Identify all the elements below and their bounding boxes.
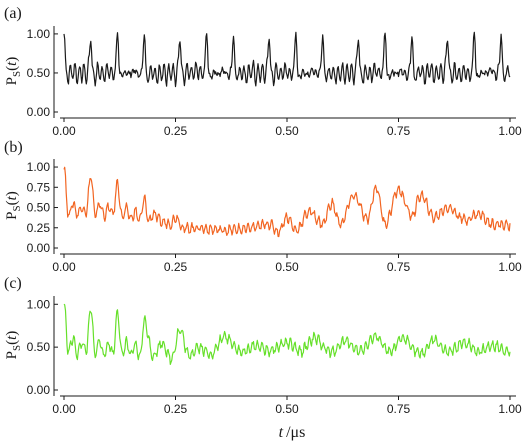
x-tick-label: 0.00 [52,402,76,416]
x-axis-label-unit: /μs [286,424,305,441]
y-axis-label-main: P [4,351,20,359]
x-tick-label: 0.50 [275,124,299,138]
panel-label: (c) [4,275,22,292]
y-tick-label: 0.50 [27,201,51,215]
y-tick-label: 0.00 [27,383,51,397]
x-tick-label: 0.00 [52,124,76,138]
y-axis-label-main: P [4,77,20,85]
series-line-0-0 [63,31,511,88]
x-tick-label: 0.75 [387,260,411,274]
y-tick-label: 1.00 [27,160,51,174]
y-tick-label: 0.50 [27,340,51,354]
x-tick-label: 0.50 [275,402,299,416]
x-axis-label: t/μs [279,424,306,441]
y-tick-label: 0.25 [27,221,51,235]
x-tick-label: 0.25 [164,124,188,138]
y-axis-label-close: ) [4,191,20,196]
series-line-1-0 [63,166,511,238]
y-axis-label-main: P [4,211,20,219]
y-axis-label-var: t [4,335,20,340]
y-tick-label: 0.00 [27,241,51,255]
y-tick-label: 1.00 [27,27,51,41]
series-line-2-0 [63,303,511,365]
x-tick-label: 0.50 [275,260,299,274]
y-axis-label: PS(t) [4,331,23,360]
y-axis-label-open: ( [4,200,20,205]
y-axis-label-close: ) [4,331,20,336]
y-axis-label-sub: S [11,205,23,211]
panel-label: (b) [4,139,23,156]
y-tick-label: 0.00 [27,105,51,119]
x-tick-label: 1.00 [498,124,522,138]
y-axis-label-var: t [4,195,20,200]
x-tick-label: 0.75 [387,124,411,138]
panel-c: (c) PS(t) 0.00 0.50 1.00 0.00 0.25 0.50 0.75 1.00 [4,275,522,416]
x-tick-label: 0.75 [387,402,411,416]
panel-a: (a) PS(t) 0.00 0.50 1.00 0.00 0.25 0.50 0.75 1.00 [4,5,522,138]
y-tick-label: 0.75 [27,180,51,194]
y-tick-label: 1.00 [27,297,51,311]
x-tick-label: 1.00 [498,260,522,274]
panel-b: (b) PS(t) 0.00 0.25 0.50 0.75 1.00 0.00 0.25 0.50… [4,139,522,274]
y-axis-label: PS(t) [4,191,23,220]
x-tick-label: 0.25 [164,402,188,416]
panel-label: (a) [4,5,22,22]
x-tick-label: 0.25 [164,260,188,274]
y-axis-label-sub: S [11,345,23,351]
x-axis-label-var: t [279,424,284,441]
y-axis-label-var: t [4,61,20,66]
y-axis-label-close: ) [4,57,20,62]
y-axis-label-open: ( [4,340,20,345]
x-tick-label: 1.00 [498,402,522,416]
x-tick-label: 0.00 [52,260,76,274]
y-axis-label-sub: S [11,71,23,77]
y-tick-label: 0.50 [27,66,51,80]
y-axis-label-open: ( [4,66,20,71]
y-axis-label: PS(t) [4,57,23,86]
